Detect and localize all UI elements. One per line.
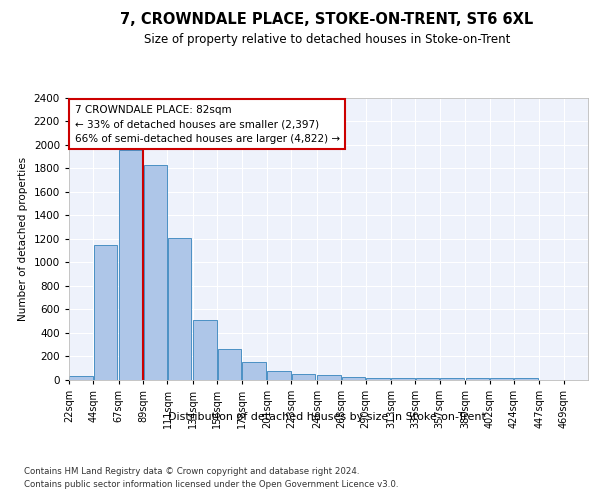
Bar	[391, 378, 415, 380]
Text: Contains public sector information licensed under the Open Government Licence v3: Contains public sector information licen…	[24, 480, 398, 489]
Bar	[466, 378, 489, 380]
Bar	[416, 378, 439, 380]
Bar	[292, 374, 316, 380]
Text: Distribution of detached houses by size in Stoke-on-Trent: Distribution of detached houses by size …	[168, 412, 486, 422]
Bar	[490, 378, 514, 380]
Bar	[193, 320, 217, 380]
Bar	[218, 349, 241, 380]
Bar	[143, 164, 167, 380]
Bar	[317, 376, 341, 380]
Bar	[242, 362, 266, 380]
Bar	[514, 378, 538, 380]
Bar	[94, 244, 118, 380]
Bar	[366, 378, 389, 380]
Y-axis label: Number of detached properties: Number of detached properties	[18, 156, 28, 321]
Bar	[341, 377, 365, 380]
Bar	[168, 238, 191, 380]
Bar	[119, 150, 143, 380]
Bar	[70, 376, 93, 380]
Text: 7 CROWNDALE PLACE: 82sqm
← 33% of detached houses are smaller (2,397)
66% of sem: 7 CROWNDALE PLACE: 82sqm ← 33% of detach…	[74, 104, 340, 144]
Bar	[440, 378, 464, 380]
Text: Size of property relative to detached houses in Stoke-on-Trent: Size of property relative to detached ho…	[144, 32, 510, 46]
Bar	[268, 370, 291, 380]
Text: 7, CROWNDALE PLACE, STOKE-ON-TRENT, ST6 6XL: 7, CROWNDALE PLACE, STOKE-ON-TRENT, ST6 …	[121, 12, 533, 28]
Text: Contains HM Land Registry data © Crown copyright and database right 2024.: Contains HM Land Registry data © Crown c…	[24, 468, 359, 476]
